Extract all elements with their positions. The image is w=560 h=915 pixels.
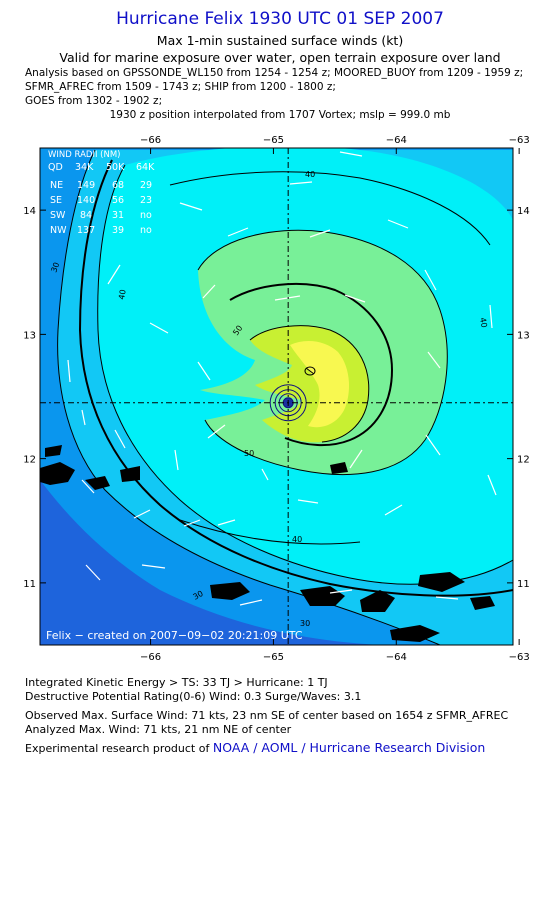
- wind-radii-r2c2: 31: [112, 210, 124, 221]
- wind-radii-h2: 50K: [106, 162, 125, 173]
- position-note: 1930 z position interpolated from 1707 V…: [109, 109, 451, 121]
- analysis-line-3: GOES from 1302 - 1902 z;: [25, 95, 163, 107]
- contour-label-30-se: 30: [300, 619, 310, 628]
- wind-vectors: [67, 151, 497, 606]
- axis-crosshair: [40, 148, 513, 645]
- contour-label-30-west: 30: [49, 261, 61, 274]
- wind-radii-r2c3: no: [140, 210, 152, 221]
- lat-label-left: 12: [23, 455, 36, 466]
- contour-label-40-east: 40: [478, 317, 489, 329]
- axis-tick-labels: −66 −66 −65 −65 −64 −64 −63 −63 14 14 13 13 12 12 11 11: [23, 135, 529, 663]
- contour-label-40-south: 40: [292, 535, 302, 544]
- product-org-link[interactable]: NOAA / AOML / Hurricane Research Divisio…: [212, 740, 486, 755]
- wind-radii-r1c0: SE: [50, 195, 62, 206]
- dpr-line: Destructive Potential Rating(0-6) Wind: …: [25, 690, 362, 703]
- contour-lines: [57, 149, 513, 645]
- max-wind-marker: [304, 366, 316, 376]
- wind-radii-r3c0: NW: [50, 225, 67, 236]
- wind-radii-h1: 34K: [75, 162, 94, 173]
- chart-subtitle-2: Valid for marine exposure over water, op…: [59, 50, 501, 65]
- lon-label-top: −65: [263, 135, 284, 146]
- analysis-line-2: SFMR_AFREC from 1509 - 1743 z; SHIP from…: [25, 81, 336, 93]
- wind-radii-h0: QD: [48, 162, 63, 173]
- lon-label-bottom: −66: [140, 652, 161, 663]
- chart-subtitle-1: Max 1-min sustained surface winds (kt): [156, 33, 404, 48]
- lon-label-bottom: −64: [386, 652, 407, 663]
- wind-radii-r2c1: 84: [80, 210, 92, 221]
- analyzed-max-line: Analyzed Max. Wind: 71 kts, 21 nm NE of …: [25, 723, 292, 736]
- contour-label-40-north: 40: [305, 170, 315, 179]
- wind-radii-r0c0: NE: [50, 180, 63, 191]
- lon-label-bottom: −65: [263, 652, 284, 663]
- lon-label-top: −63: [509, 135, 530, 146]
- wind-field-map: 30 40 40 40 40 50 50 30 30 WIND RADII (N…: [23, 135, 529, 663]
- lat-label-right: 12: [517, 455, 530, 466]
- wind-radii-r3c1: 137: [77, 225, 95, 236]
- wind-radii-r1c1: 140: [77, 195, 95, 206]
- wind-radii-r0c3: 29: [140, 180, 152, 191]
- lat-label-left: 14: [23, 206, 36, 217]
- ike-line: Integrated Kinetic Energy > TS: 33 TJ > …: [25, 676, 328, 689]
- wind-radii-r2c0: SW: [50, 210, 66, 221]
- lat-label-right: 11: [517, 579, 530, 590]
- map-frame: [39, 147, 514, 646]
- hurricane-boundary-lines: [78, 159, 513, 597]
- lat-label-left: 13: [23, 330, 36, 341]
- chart-title: Hurricane Felix 1930 UTC 01 SEP 2007: [116, 9, 444, 29]
- lat-label-right: 13: [517, 330, 530, 341]
- wind-radii-h3: 64K: [136, 162, 155, 173]
- product-prefix: Experimental research product of: [25, 742, 213, 755]
- product-line: Experimental research product of NOAA / …: [25, 740, 485, 755]
- contour-label-30-south: 30: [192, 589, 205, 602]
- analysis-line-1: Analysis based on GPSSONDE_WL150 from 12…: [25, 67, 524, 79]
- axis-ticks: [40, 148, 520, 645]
- lon-label-bottom: −63: [509, 652, 530, 663]
- wind-radii-r1c3: 23: [140, 195, 152, 206]
- lat-label-left: 11: [23, 579, 36, 590]
- wind-radii-title: WIND RADII (NM): [48, 150, 120, 160]
- lon-label-top: −64: [386, 135, 407, 146]
- lon-label-top: −66: [140, 135, 161, 146]
- wind-radii-r0c1: 149: [77, 180, 95, 191]
- wind-radii-table: WIND RADII (NM) QD 34K 50K 64K NE 149 68…: [48, 150, 155, 236]
- contour-label-50-sw: 50: [244, 449, 254, 458]
- wind-radii-r3c2: 39: [112, 225, 124, 236]
- band-gt70: [290, 340, 350, 428]
- wind-radii-r1c2: 56: [112, 195, 124, 206]
- contour-label-40-west: 40: [117, 289, 128, 301]
- wind-radii-r0c2: 68: [112, 180, 124, 191]
- map-credit: Felix − created on 2007−09−02 20:21:09 U…: [46, 629, 303, 642]
- wind-radii-r3c3: no: [140, 225, 152, 236]
- lat-label-right: 14: [517, 206, 530, 217]
- observed-max-line: Observed Max. Surface Wind: 71 kts, 23 n…: [25, 709, 509, 722]
